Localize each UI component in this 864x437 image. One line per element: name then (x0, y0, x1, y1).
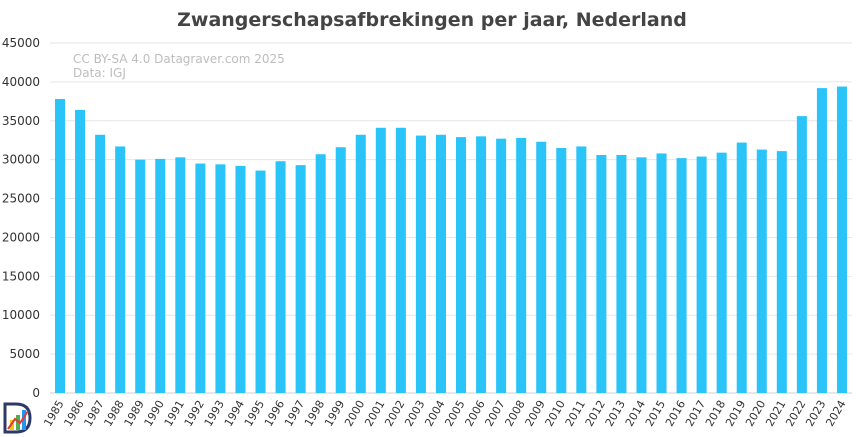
y-tick-label: 20000 (2, 230, 40, 244)
bar-1987 (95, 134, 106, 393)
bar-2003 (415, 135, 426, 393)
bar-2016 (676, 158, 687, 393)
bar-1992 (195, 163, 206, 393)
y-tick-label: 35000 (2, 114, 40, 128)
y-tick-label: 10000 (2, 308, 40, 322)
credit-line-license: CC BY-SA 4.0 Datagraver.com 2025 (73, 52, 285, 66)
y-tick-label: 5000 (9, 347, 40, 361)
bar-2007 (496, 138, 507, 393)
bars (55, 86, 847, 394)
chart-title: Zwangerschapsafbrekingen per jaar, Neder… (177, 9, 687, 31)
bar-2004 (435, 134, 446, 393)
bar-2018 (716, 152, 727, 393)
bar-2009 (536, 141, 547, 393)
bar-1985 (55, 99, 66, 393)
bar-2011 (576, 146, 587, 393)
bar-2001 (375, 127, 386, 393)
bar-1998 (315, 154, 326, 393)
y-tick-label: 15000 (2, 269, 40, 283)
y-axis-ticks: 0 5000 10000 15000 20000 25000 30000 35000 40000… (2, 36, 40, 400)
datagraver-logo-icon (3, 402, 32, 434)
y-tick-label: 25000 (2, 192, 40, 206)
bar-1991 (175, 157, 186, 393)
grid-lines (50, 42, 852, 394)
bar-2006 (476, 136, 487, 393)
bar-1999 (335, 147, 346, 393)
x-tick-label: 2024 (823, 398, 848, 429)
bar-2022 (796, 116, 807, 394)
bar-1989 (135, 159, 146, 393)
credit-line-source: Data: IGJ (73, 66, 126, 80)
bar-1993 (215, 164, 226, 393)
bar-2000 (355, 134, 366, 393)
bar-2002 (395, 127, 406, 393)
bar-1988 (115, 146, 126, 393)
bar-1986 (75, 109, 86, 393)
bar-2020 (756, 149, 767, 393)
bar-2005 (456, 137, 467, 393)
bar-1997 (295, 165, 306, 393)
bar-2024 (836, 86, 847, 393)
bar-1996 (275, 161, 286, 393)
bar-2012 (596, 155, 607, 393)
bar-1990 (155, 158, 166, 393)
bar-2019 (736, 142, 747, 393)
bar-2015 (656, 153, 667, 393)
bar-1994 (235, 165, 246, 393)
bar-2021 (776, 151, 787, 393)
y-tick-label: 30000 (2, 153, 40, 167)
bar-2013 (616, 155, 627, 393)
bar-2010 (556, 148, 567, 393)
bar-2017 (696, 156, 707, 393)
y-tick-label: 40000 (2, 75, 40, 89)
bar-2014 (636, 157, 647, 393)
y-tick-label: 0 (32, 386, 40, 400)
x-axis-ticks: 1985198619871988198919901991199219931994… (41, 398, 848, 429)
y-tick-label: 45000 (2, 36, 40, 50)
bar-2008 (516, 137, 527, 393)
bar-2023 (816, 88, 827, 394)
bar-1995 (255, 170, 266, 393)
